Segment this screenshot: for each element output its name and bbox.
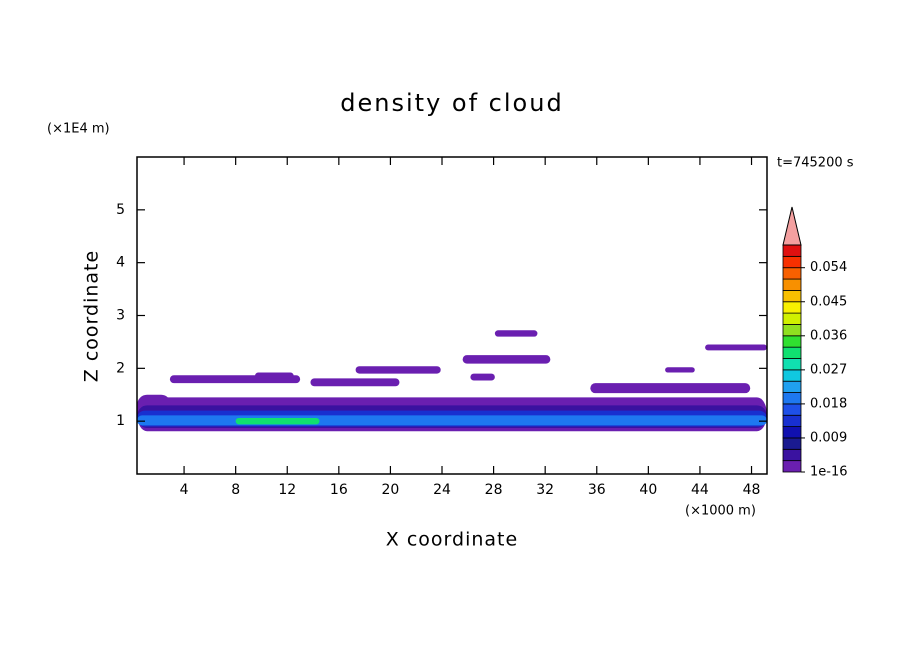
x-tick-label: 32 xyxy=(536,482,554,498)
colorbar-box xyxy=(782,289,802,303)
x-tick-label: 44 xyxy=(691,482,709,498)
x-tick-label: 12 xyxy=(278,482,296,498)
y-tick-label: 1 xyxy=(116,413,125,429)
x-tick-label: 40 xyxy=(639,482,657,498)
colorbar-box xyxy=(782,392,802,405)
contour-region xyxy=(665,367,695,373)
colorbar-box xyxy=(782,358,802,371)
x-tick-label: 28 xyxy=(485,482,503,498)
contour-region xyxy=(494,330,538,337)
x-axis-label: X coordinate xyxy=(386,529,518,551)
colorbar-tick-label: 0.036 xyxy=(810,328,847,343)
contour-region xyxy=(355,366,441,374)
contour-region xyxy=(235,417,320,425)
colorbar-tick-label: 0.009 xyxy=(810,430,847,445)
colorbar-box xyxy=(782,426,802,439)
contour-region xyxy=(470,373,495,381)
colorbar-tick-label: 0.018 xyxy=(810,396,847,411)
time-label: t=745200 s xyxy=(777,156,854,171)
y-unit: (×1E4 m) xyxy=(47,122,110,137)
x-tick-label: 36 xyxy=(588,482,606,498)
contour-region xyxy=(590,383,751,394)
contour-region xyxy=(462,355,551,364)
colorbar-box xyxy=(782,414,802,428)
x-unit: (×1000 m) xyxy=(685,504,756,519)
colorbar-tick-label: 0.045 xyxy=(810,294,847,309)
colorbar-box xyxy=(782,312,802,325)
x-tick-label: 16 xyxy=(330,482,348,498)
contour-region xyxy=(255,372,294,379)
colorbar-tick-label: 0.027 xyxy=(810,362,847,377)
colorbar-box xyxy=(782,335,802,348)
colorbar-extension xyxy=(782,206,802,246)
colorbar-box xyxy=(782,301,802,314)
colorbar-box xyxy=(782,369,802,382)
x-tick-label: 4 xyxy=(180,482,189,498)
colorbar-tick-label: 1e-16 xyxy=(810,465,848,480)
colorbar-box xyxy=(782,460,802,473)
y-tick-label: 3 xyxy=(116,308,125,324)
x-tick-label: 8 xyxy=(231,482,240,498)
y-axis-label: Z coordinate xyxy=(81,250,103,382)
colorbar-box xyxy=(782,278,802,291)
colorbar-box xyxy=(782,324,802,337)
colorbar-box xyxy=(782,346,802,359)
colorbar-tick-label: 0.054 xyxy=(810,260,847,275)
x-tick-label: 20 xyxy=(382,482,400,498)
y-tick-label: 2 xyxy=(116,360,125,376)
colorbar-box xyxy=(782,437,802,450)
contour-region xyxy=(705,344,767,351)
contour-region xyxy=(310,378,400,387)
chart-title: density of cloud xyxy=(340,89,563,117)
colorbar-box xyxy=(782,267,802,280)
colorbar-box xyxy=(782,448,802,462)
colorbar-box xyxy=(782,244,802,257)
x-tick-label: 48 xyxy=(743,482,761,498)
contour-region xyxy=(137,415,767,426)
colorbar-box xyxy=(782,403,802,416)
colorbar-box xyxy=(782,255,802,269)
x-tick-label: 24 xyxy=(433,482,451,498)
colorbar-box xyxy=(782,380,802,393)
y-tick-label: 4 xyxy=(116,255,125,271)
y-tick-label: 5 xyxy=(116,202,125,218)
